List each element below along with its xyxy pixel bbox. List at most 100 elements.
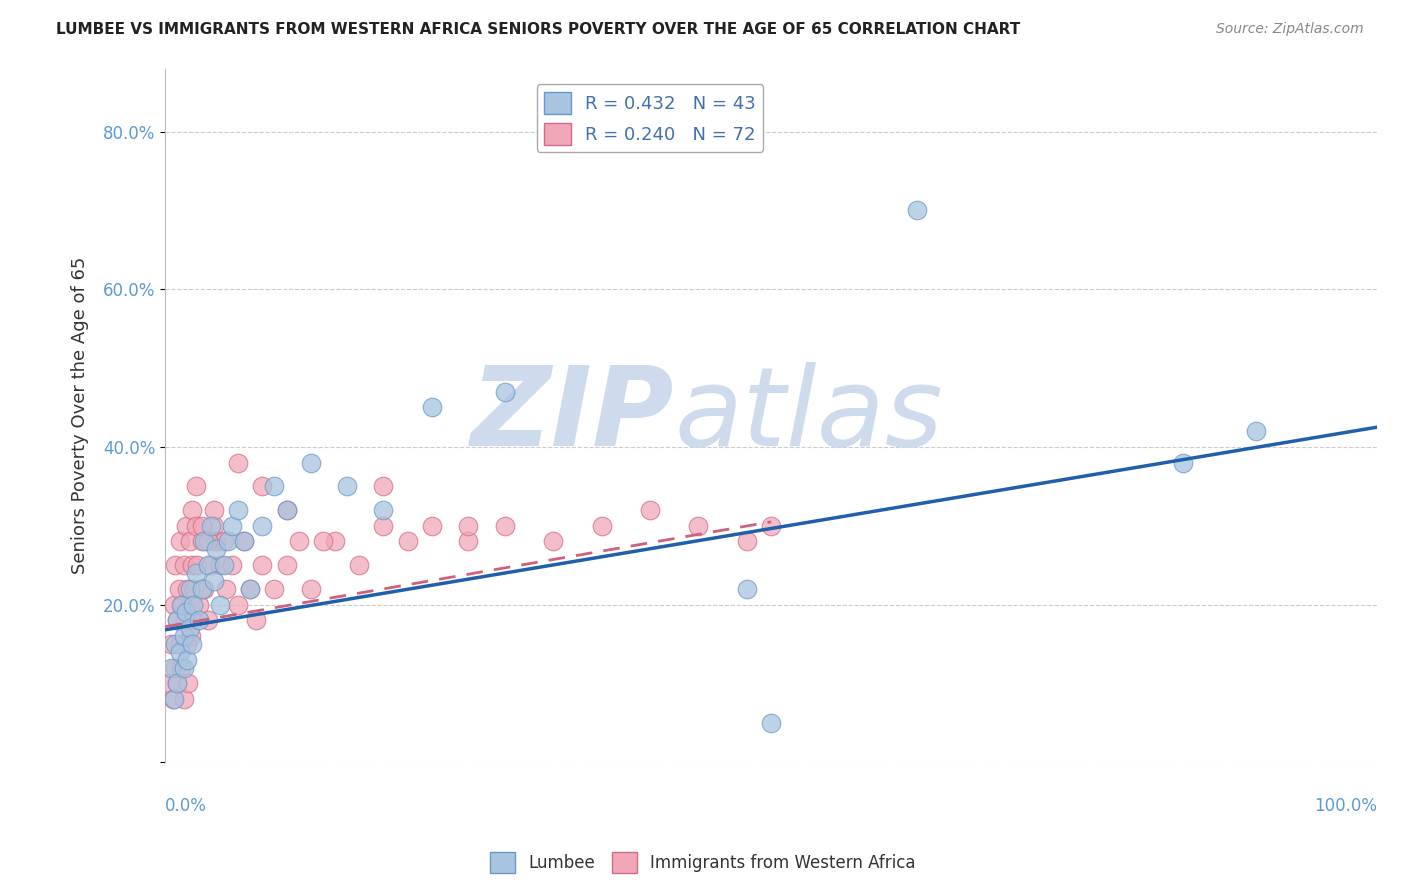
Point bbox=[181, 637, 204, 651]
Point bbox=[638, 503, 661, 517]
Point bbox=[226, 456, 249, 470]
Point bbox=[179, 534, 201, 549]
Point bbox=[181, 503, 204, 517]
Point bbox=[221, 558, 243, 573]
Point bbox=[193, 534, 215, 549]
Point bbox=[336, 479, 359, 493]
Point bbox=[735, 534, 758, 549]
Point bbox=[252, 479, 274, 493]
Point bbox=[212, 534, 235, 549]
Point bbox=[299, 582, 322, 596]
Text: 0.0%: 0.0% bbox=[166, 797, 207, 815]
Point bbox=[457, 534, 479, 549]
Point bbox=[217, 534, 239, 549]
Point bbox=[181, 598, 204, 612]
Point bbox=[166, 676, 188, 690]
Point bbox=[208, 558, 231, 573]
Point bbox=[173, 629, 195, 643]
Point bbox=[184, 566, 207, 580]
Point bbox=[181, 613, 204, 627]
Point bbox=[174, 518, 197, 533]
Point bbox=[494, 518, 516, 533]
Point bbox=[252, 558, 274, 573]
Point bbox=[1171, 456, 1194, 470]
Point bbox=[176, 637, 198, 651]
Point bbox=[233, 534, 256, 549]
Point bbox=[373, 479, 395, 493]
Point bbox=[202, 574, 225, 588]
Point bbox=[202, 518, 225, 533]
Point bbox=[184, 518, 207, 533]
Point bbox=[169, 534, 191, 549]
Point bbox=[312, 534, 335, 549]
Point bbox=[323, 534, 346, 549]
Point bbox=[173, 558, 195, 573]
Point bbox=[163, 637, 186, 651]
Point bbox=[166, 613, 188, 627]
Point bbox=[173, 660, 195, 674]
Point bbox=[541, 534, 564, 549]
Point bbox=[205, 542, 228, 557]
Point bbox=[163, 598, 186, 612]
Point bbox=[163, 558, 186, 573]
Point bbox=[905, 203, 928, 218]
Point bbox=[176, 653, 198, 667]
Point bbox=[173, 613, 195, 627]
Point bbox=[190, 534, 212, 549]
Point bbox=[202, 503, 225, 517]
Point bbox=[239, 582, 262, 596]
Point bbox=[197, 558, 219, 573]
Point bbox=[420, 518, 443, 533]
Point bbox=[167, 582, 190, 596]
Point bbox=[226, 598, 249, 612]
Point bbox=[157, 676, 180, 690]
Point bbox=[180, 629, 202, 643]
Text: 100.0%: 100.0% bbox=[1315, 797, 1376, 815]
Text: Source: ZipAtlas.com: Source: ZipAtlas.com bbox=[1216, 22, 1364, 37]
Point bbox=[263, 582, 285, 596]
Point bbox=[221, 518, 243, 533]
Legend: Lumbee, Immigrants from Western Africa: Lumbee, Immigrants from Western Africa bbox=[484, 846, 922, 880]
Point bbox=[200, 518, 222, 533]
Text: atlas: atlas bbox=[675, 362, 943, 469]
Point bbox=[233, 534, 256, 549]
Point bbox=[160, 637, 183, 651]
Point bbox=[190, 582, 212, 596]
Point bbox=[591, 518, 613, 533]
Point bbox=[347, 558, 370, 573]
Point bbox=[208, 598, 231, 612]
Point bbox=[163, 660, 186, 674]
Point bbox=[759, 518, 782, 533]
Point bbox=[177, 676, 200, 690]
Point bbox=[252, 518, 274, 533]
Text: LUMBEE VS IMMIGRANTS FROM WESTERN AFRICA SENIORS POVERTY OVER THE AGE OF 65 CORR: LUMBEE VS IMMIGRANTS FROM WESTERN AFRICA… bbox=[56, 22, 1021, 37]
Point bbox=[276, 503, 298, 517]
Y-axis label: Seniors Poverty Over the Age of 65: Seniors Poverty Over the Age of 65 bbox=[72, 257, 89, 574]
Point bbox=[173, 692, 195, 706]
Point bbox=[166, 613, 188, 627]
Point bbox=[184, 479, 207, 493]
Point bbox=[263, 479, 285, 493]
Point bbox=[494, 384, 516, 399]
Point bbox=[169, 637, 191, 651]
Point bbox=[276, 558, 298, 573]
Point bbox=[420, 401, 443, 415]
Point bbox=[735, 582, 758, 596]
Point bbox=[239, 582, 262, 596]
Legend: R = 0.432   N = 43, R = 0.240   N = 72: R = 0.432 N = 43, R = 0.240 N = 72 bbox=[537, 85, 763, 152]
Point bbox=[172, 598, 194, 612]
Point bbox=[215, 582, 238, 596]
Point bbox=[188, 598, 211, 612]
Point bbox=[190, 518, 212, 533]
Point bbox=[176, 582, 198, 596]
Point bbox=[183, 582, 205, 596]
Point bbox=[162, 692, 184, 706]
Point bbox=[299, 456, 322, 470]
Point bbox=[170, 660, 193, 674]
Point bbox=[170, 598, 193, 612]
Point bbox=[188, 613, 211, 627]
Point bbox=[179, 582, 201, 596]
Point bbox=[373, 518, 395, 533]
Point bbox=[166, 676, 188, 690]
Point bbox=[160, 660, 183, 674]
